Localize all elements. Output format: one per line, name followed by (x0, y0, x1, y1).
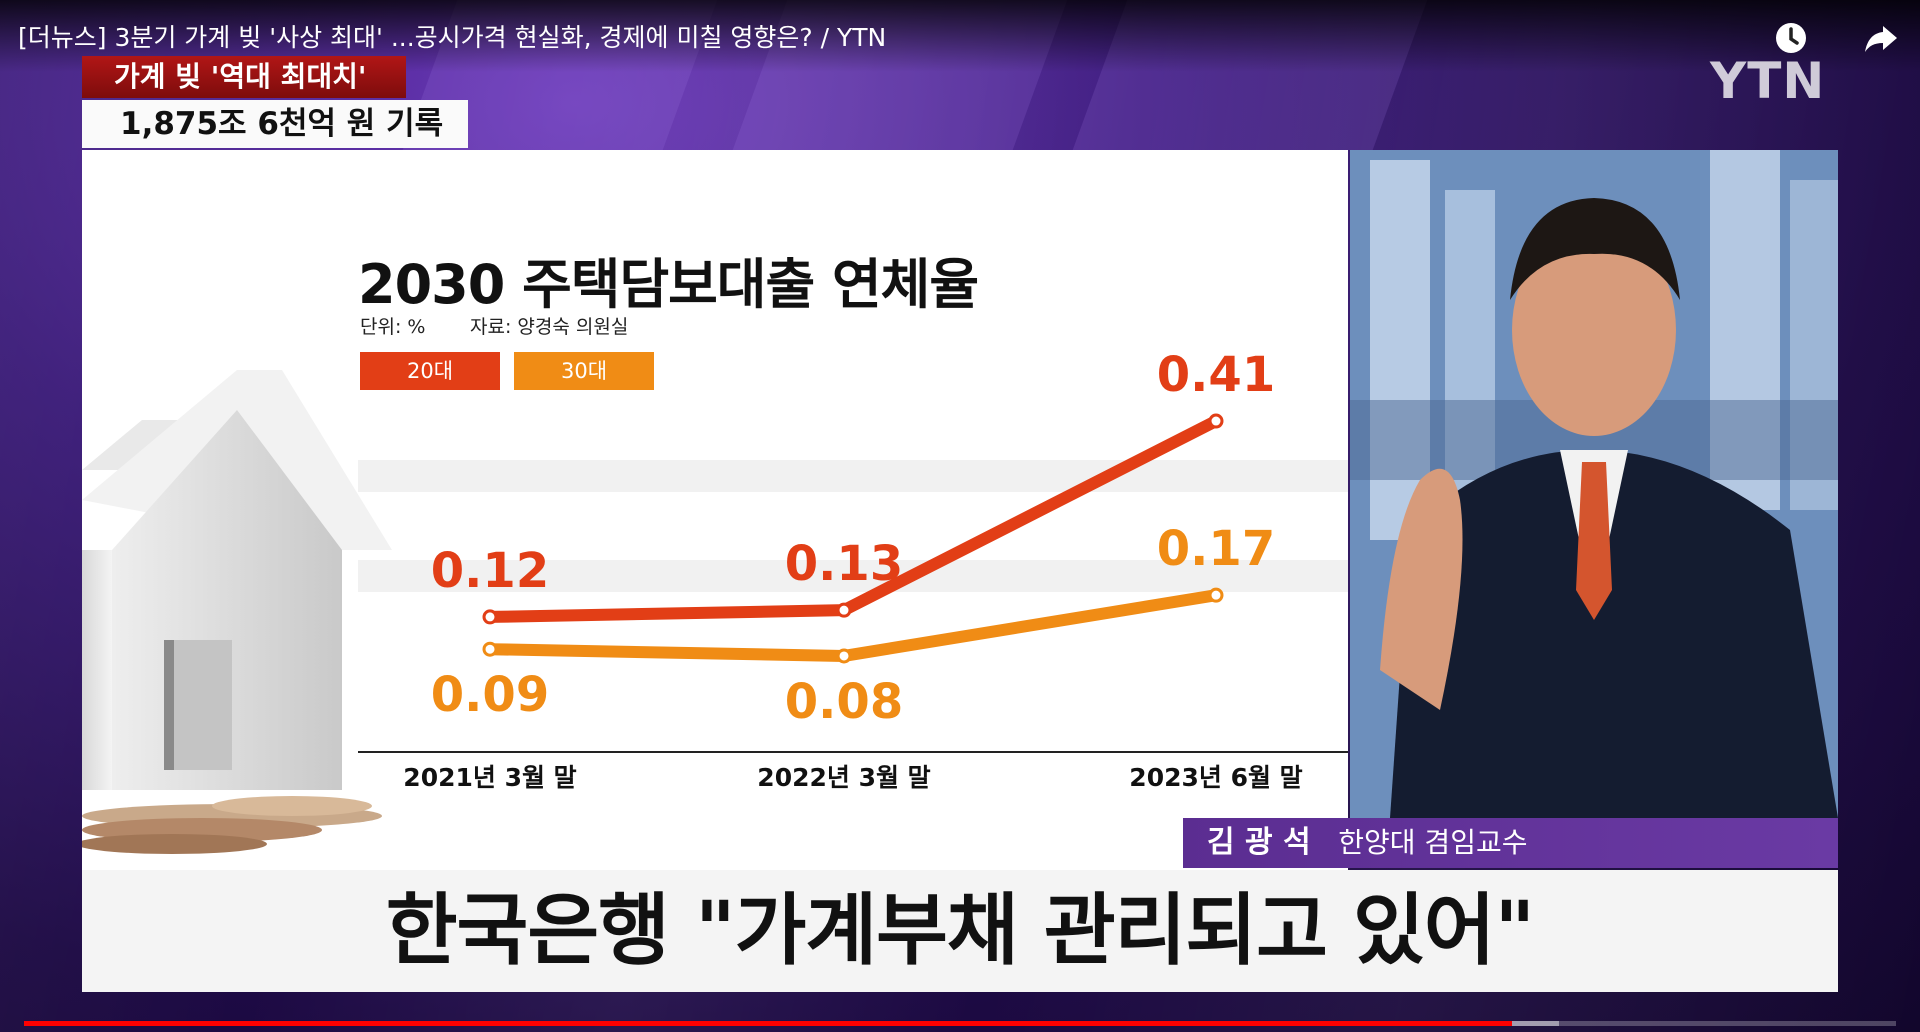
chart-unit-label: 단위: % (360, 316, 426, 338)
data-point (482, 641, 498, 657)
grid-band (358, 460, 1348, 492)
share-button[interactable] (1861, 18, 1901, 58)
house-illustration (82, 370, 392, 854)
legend-20s: 20대 (360, 352, 500, 390)
presenter-image (1350, 150, 1838, 818)
x-tick-label: 2022년 3월 말 (757, 763, 930, 792)
data-label: 0.12 (431, 543, 549, 599)
progress-bar[interactable] (24, 1021, 1896, 1026)
video-title[interactable]: [더뉴스] 3분기 가계 빚 '사상 최대' ...공시가격 현실화, 경제에 … (18, 23, 887, 52)
chart-title: 2030 주택담보대출 연체율 (358, 253, 979, 316)
data-label: 0.09 (431, 667, 549, 723)
headline-caption: 한국은행 "가계부채 관리되고 있어" (82, 870, 1838, 992)
clock-icon (1776, 23, 1806, 53)
data-point (482, 609, 498, 625)
data-point (1208, 587, 1224, 603)
chart-source-label: 자료: 양경숙 의원실 (470, 316, 629, 338)
progress-played (24, 1021, 1513, 1026)
x-tick-label: 2021년 3월 말 (403, 763, 576, 792)
data-point (836, 648, 852, 664)
data-point (1208, 413, 1224, 429)
x-tick-label: 2023년 6월 말 (1129, 763, 1302, 792)
legend-30s: 30대 (514, 352, 654, 390)
topic-tag: 가계 빚 '역대 최대치' (82, 56, 406, 98)
topic-subtag: 1,875조 6천억 원 기록 (82, 100, 468, 148)
data-label: 0.17 (1157, 521, 1275, 577)
data-label: 0.08 (785, 674, 903, 730)
data-label: 0.13 (785, 536, 903, 592)
share-arrow-icon (1865, 26, 1897, 52)
data-point (836, 602, 852, 618)
line-chart: 2021년 3월 말 2022년 3월 말 2023년 6월 말 0.12 0.13 0.… (358, 347, 1348, 792)
presenter-video (1350, 150, 1838, 818)
grid-band (358, 560, 1348, 592)
data-label: 0.41 (1157, 347, 1275, 403)
watch-later-button[interactable] (1771, 18, 1811, 58)
presenter-name-bar: 김 광 석 한양대 겸임교수 (1183, 818, 1838, 868)
presenter-name: 김 광 석 (1207, 825, 1311, 860)
ytn-logo: YTN (1710, 52, 1826, 110)
presenter-title: 한양대 겸임교수 (1338, 826, 1528, 859)
chart-graphic: 2030 주택담보대출 연체율 단위: % 자료: 양경숙 의원실 20대 30… (82, 150, 1348, 870)
